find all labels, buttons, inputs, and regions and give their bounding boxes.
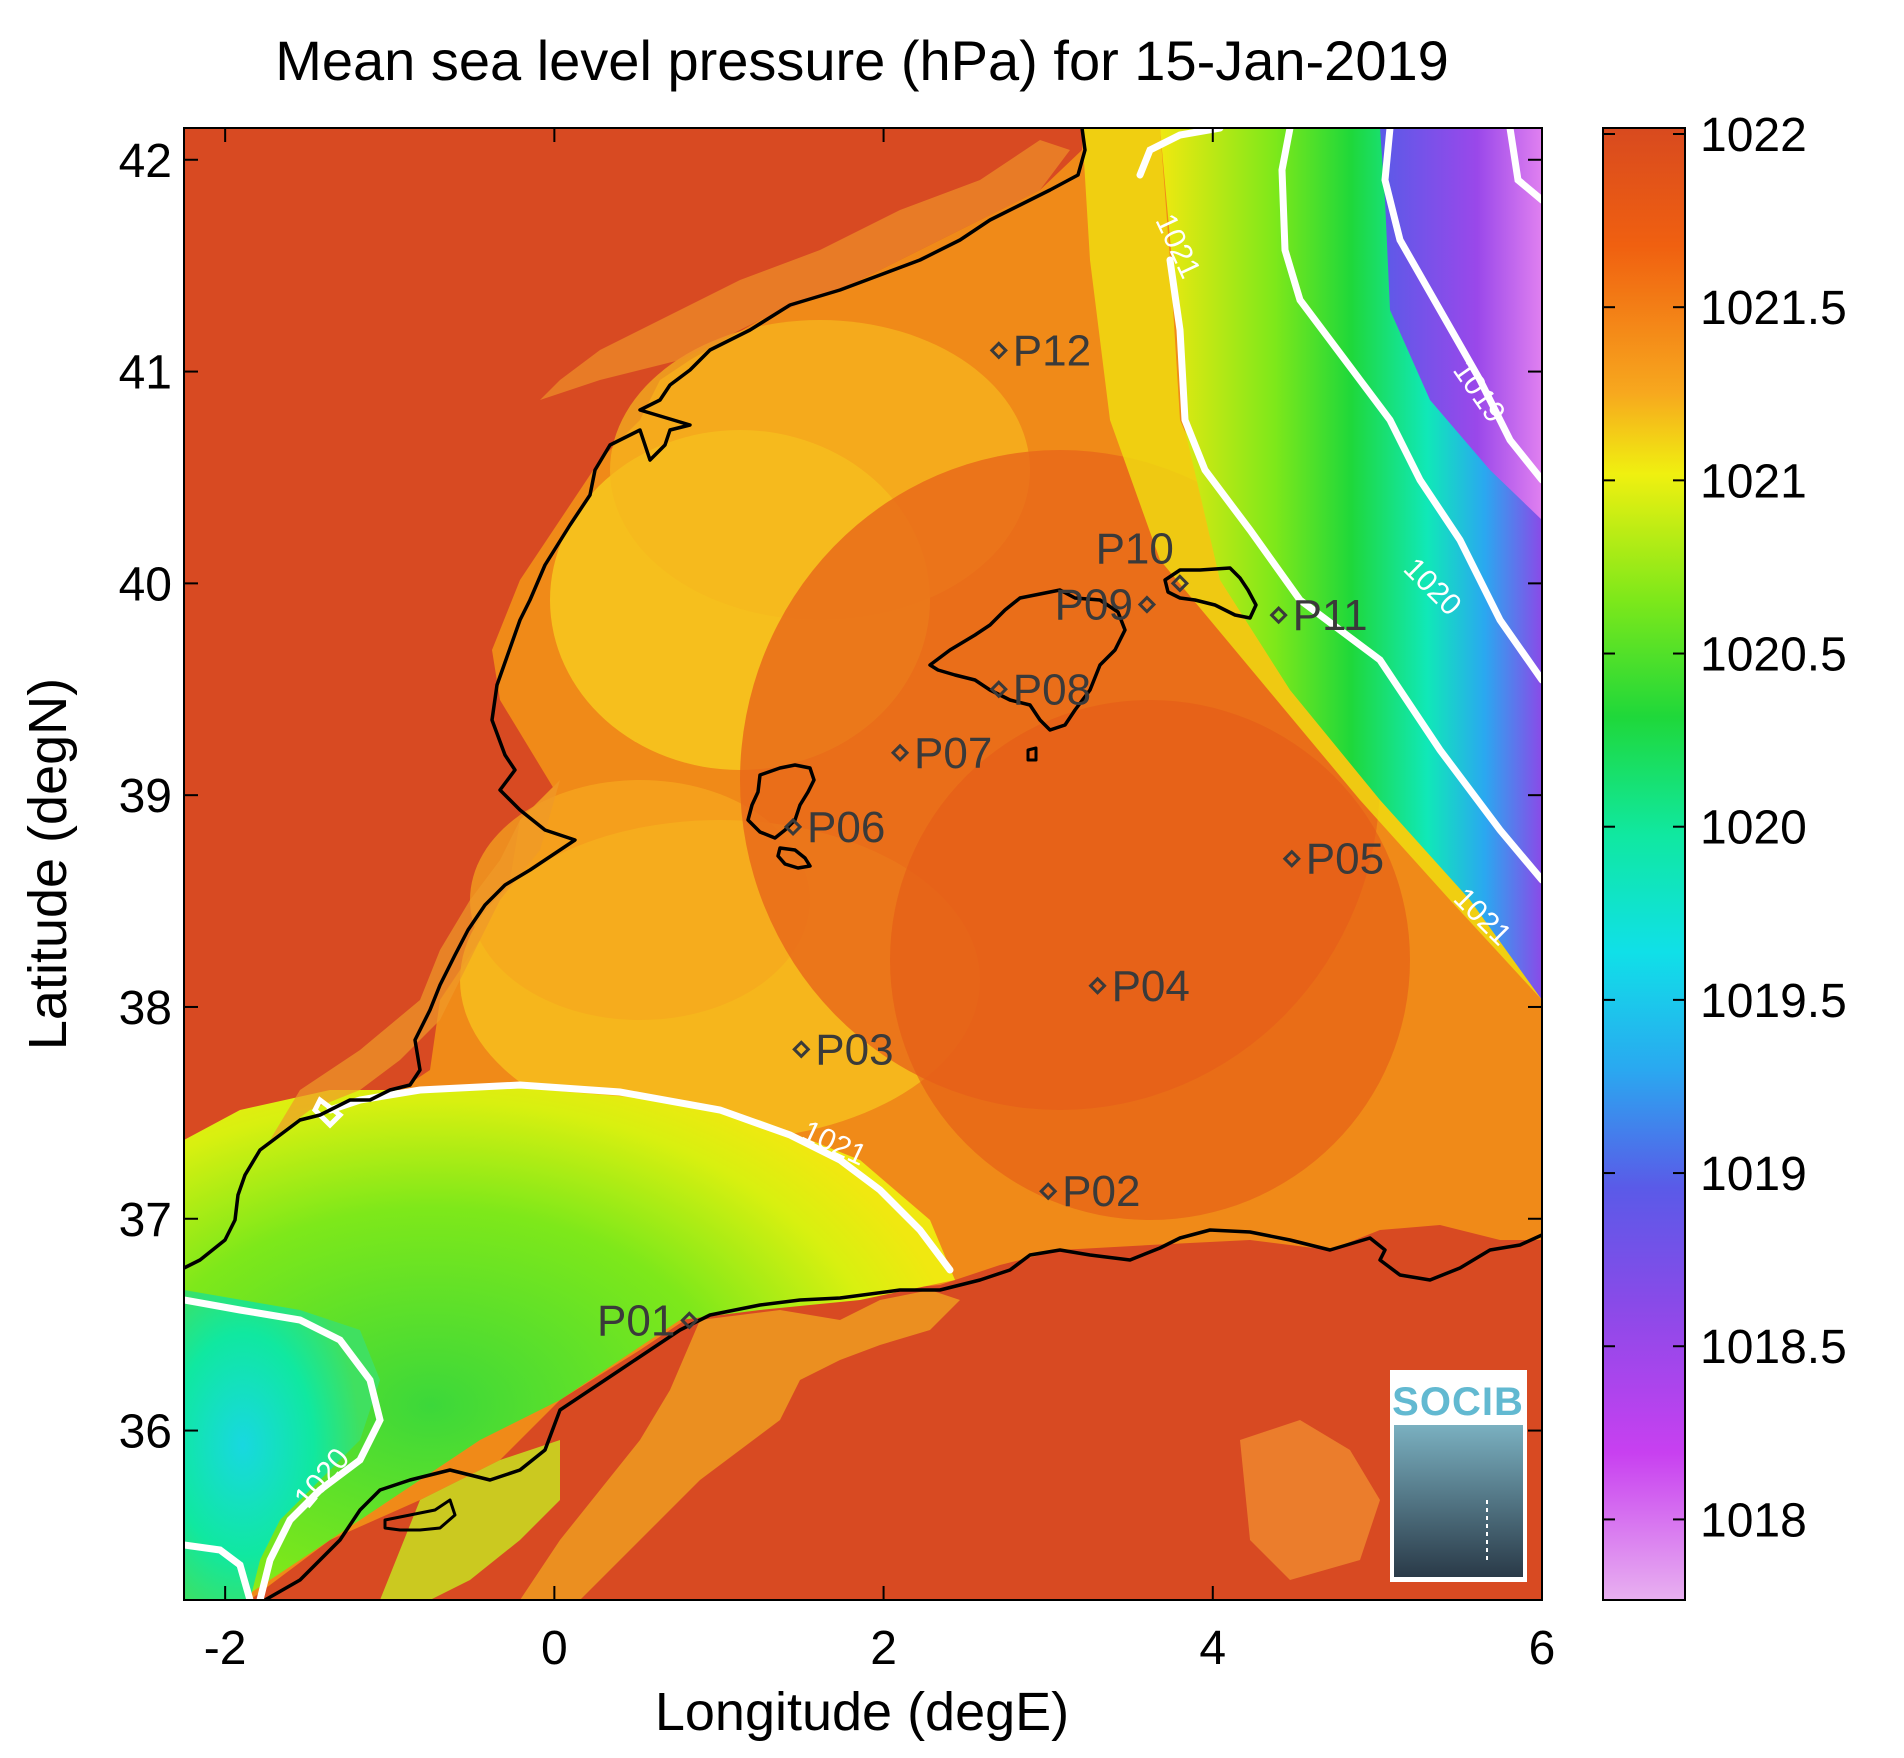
logo-text: SOCIB (1392, 1380, 1524, 1424)
station-markers: P01 P02 P03 P04 P05 P06 P07 P08 P09 P10 P11 P12 (597, 326, 1384, 1345)
alboran-island (383, 1498, 457, 1532)
station-marker (1137, 595, 1157, 614)
station-label: P08 (1013, 665, 1091, 714)
isobar-1020-south (184, 1541, 254, 1600)
x-axis: -2 0 2 4 6 (204, 128, 1556, 1675)
colorbar-bar (1602, 127, 1686, 1601)
y-axis-label: Latitude (degN) (18, 678, 78, 1050)
station-label: P11 (1293, 591, 1368, 640)
colorbar-ticks: 1022 1021.5 1021 1020.5 1020 1019.5 1019 1018.5… (1603, 109, 1847, 1547)
colorbar-tick-label: 1019.5 (1700, 975, 1847, 1028)
station-label: P09 (1055, 581, 1133, 630)
station-marker (1282, 849, 1301, 868)
x-tick-label: 6 (1529, 1622, 1556, 1675)
map-field: 1021 1019 1020 1021 1021 1020 P01P02P03P… (184, 128, 1542, 1600)
colorbar: 1022 1021.5 1021 1020.5 1020 1019.5 1019 1018.5… (1602, 109, 1847, 1601)
isobar-1019 (1381, 128, 1542, 484)
station-marker (1039, 1182, 1058, 1201)
y-tick-label: 40 (119, 558, 172, 611)
station-label: P05 (1306, 835, 1384, 884)
station-marker (792, 1040, 811, 1059)
coastal-band (540, 140, 1070, 400)
coastal-patch (1240, 1420, 1380, 1580)
station-marker (1269, 606, 1288, 625)
isobar-1021-south (326, 1081, 954, 1274)
menorca-coastline (1163, 566, 1258, 620)
colorbar-tick-label: 1022 (1700, 109, 1807, 162)
green-zone (184, 1088, 955, 1600)
station-marker (1170, 574, 1189, 593)
station-label: P04 (1112, 962, 1190, 1011)
isobar-1021-north (1136, 128, 1224, 179)
coastal-patch (380, 1440, 560, 1600)
station-label: P07 (914, 729, 992, 778)
socib-logo: SOCIB (1390, 1370, 1527, 1582)
colorbar-tick-label: 1019 (1700, 1148, 1807, 1201)
coastal-band (270, 780, 560, 1140)
station-label: P03 (815, 1025, 893, 1074)
iberian-coastline (184, 128, 1087, 1270)
colorbar-tick-label: 1020.5 (1700, 629, 1847, 682)
coastal-patch (520, 1290, 960, 1600)
cyan-zone (184, 1290, 380, 1600)
colorbar-tick-label: 1018 (1700, 1494, 1807, 1547)
station-marker (680, 1311, 699, 1330)
x-tick-label: 4 (1199, 1622, 1226, 1675)
station-label: P02 (1062, 1167, 1140, 1216)
plot-frame (183, 127, 1543, 1601)
station-label: P06 (807, 803, 885, 852)
y-tick-label: 38 (119, 982, 172, 1035)
station-label: P10 (1096, 524, 1174, 573)
x-tick-label: 2 (870, 1622, 897, 1675)
colorbar-tick-label: 1020 (1700, 802, 1807, 855)
chart-title: Mean sea level pressure (hPa) for 15-Jan… (275, 29, 1449, 92)
station-marker (890, 743, 910, 762)
yellow-zone (470, 780, 810, 1020)
y-tick-label: 42 (119, 135, 172, 188)
y-tick-label: 41 (119, 347, 172, 400)
orange-core (890, 700, 1410, 1220)
y-axis: 42 41 40 39 38 37 36 (119, 135, 1542, 1459)
y-tick-label: 39 (119, 770, 172, 823)
station-label: P12 (1013, 326, 1091, 375)
isobar-1020-south (184, 1296, 384, 1600)
colorbar-tick-label: 1021 (1700, 455, 1807, 508)
isobar-1021-north (1166, 256, 1542, 884)
y-tick-label: 36 (119, 1406, 172, 1459)
colorbar-tick-label: 1018.5 (1700, 1321, 1847, 1374)
x-tick-label: -2 (204, 1622, 247, 1675)
station-marker (783, 817, 803, 837)
formentera-coastline (776, 846, 812, 870)
x-axis-label: Longitude (degE) (655, 1682, 1069, 1742)
station-marker (989, 341, 1008, 360)
isobar-1019 (1506, 128, 1542, 204)
isobars (184, 128, 1542, 1600)
colorbar-tick-label: 1021.5 (1700, 282, 1847, 335)
station-marker (1088, 976, 1107, 995)
x-tick-label: 0 (541, 1622, 568, 1675)
cabrera-island (1026, 746, 1038, 762)
station-label: P01 (597, 1296, 675, 1345)
isobar-1020-north (1278, 128, 1542, 684)
y-tick-label: 37 (119, 1194, 172, 1247)
african-coastline (264, 1228, 1542, 1600)
station-marker (989, 680, 1008, 699)
